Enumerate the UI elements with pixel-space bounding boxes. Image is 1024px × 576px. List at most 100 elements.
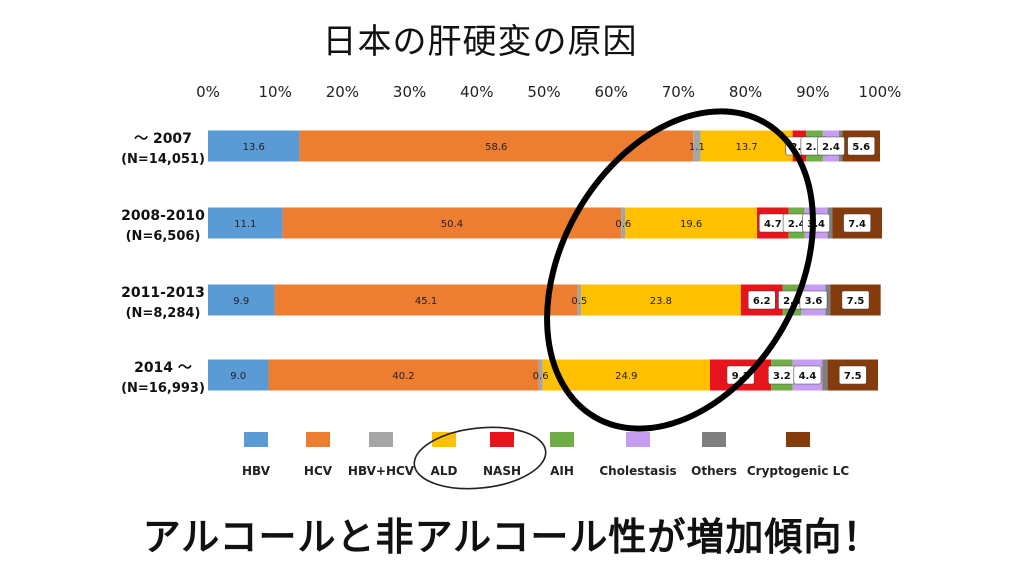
data-label: 0.5 <box>571 296 587 307</box>
category-n-label: (N=14,051) <box>121 152 205 167</box>
bar-segment-hbv-hcv <box>577 284 581 316</box>
data-label: 58.6 <box>485 142 507 153</box>
bar-segment-hbv <box>208 284 275 316</box>
bar-segment-hcv <box>299 130 694 162</box>
legend-label-hbv: HBV <box>242 464 271 478</box>
caption: アルコールと非アルコール性が増加傾向！ <box>142 515 882 559</box>
x-axis-ticks: 0% 10% 20% 30% 40% 50% 60% 70% 80% 90% 100% <box>196 83 901 101</box>
page-title: 日本の肝硬変の原因 <box>322 22 638 62</box>
bar-segment-ald <box>700 130 793 162</box>
data-label: 50.4 <box>441 219 463 230</box>
data-label: 2.4 <box>822 142 840 153</box>
data-label: 3.2 <box>773 371 791 382</box>
legend-swatch-aih <box>550 432 574 447</box>
data-label: 45.1 <box>415 296 437 307</box>
data-label: 19.6 <box>680 219 702 230</box>
data-label: 23.8 <box>650 296 672 307</box>
data-label: 40.2 <box>392 371 414 382</box>
data-label: 3.6 <box>805 296 823 307</box>
data-label: 2.8 <box>783 296 801 307</box>
category-period-label: 2011-2013 <box>121 285 205 301</box>
data-label: 9.9 <box>233 296 249 307</box>
legend-swatch-hcv <box>306 432 330 447</box>
x-tick-label: 20% <box>326 83 359 101</box>
data-label-box <box>799 290 828 310</box>
legend-label-ald: ALD <box>431 464 458 478</box>
bar-segment-hbv-hcv <box>693 130 701 162</box>
bar-segment-hbv-hcv <box>621 207 626 239</box>
legend: HBV HCV HBV+HCV ALD NASH AIH Cholestasis Others… <box>242 432 849 478</box>
data-label: 2.5 <box>806 142 824 153</box>
data-label: 7.4 <box>848 219 866 230</box>
data-label: 9.1 <box>732 371 750 382</box>
bar-segment-ald <box>542 359 710 391</box>
x-tick-label: 40% <box>460 83 493 101</box>
legend-label-hcv: HCV <box>304 464 333 478</box>
x-tick-label: 30% <box>393 83 426 101</box>
legend-label-cholestasis: Cholestasis <box>599 464 676 478</box>
data-label: 9.0 <box>230 371 246 382</box>
data-label: 0.6 <box>615 219 631 230</box>
data-label: 7.5 <box>847 296 865 307</box>
data-label-box <box>838 365 867 385</box>
annotations <box>413 108 816 490</box>
data-label-box <box>793 365 822 385</box>
data-label-box <box>841 290 870 310</box>
highlight-ellipse-large <box>544 108 816 432</box>
data-label: 11.1 <box>234 219 256 230</box>
x-tick-label: 90% <box>796 83 829 101</box>
bar-segment-hbv-hcv <box>538 359 543 391</box>
x-tick-label: 0% <box>196 83 220 101</box>
legend-swatch-ald <box>432 432 456 447</box>
data-label: 3.4 <box>807 219 825 230</box>
data-label: 4.4 <box>799 371 817 382</box>
data-label: 6.2 <box>753 296 771 307</box>
legend-label-nash: NASH <box>483 464 521 478</box>
bar-segment-hbv <box>208 359 269 391</box>
highlight-ellipse-legend <box>413 426 547 490</box>
category-period-label: ～ 2007 <box>134 131 192 147</box>
data-label-box <box>747 290 776 310</box>
x-tick-label: 50% <box>527 83 560 101</box>
legend-label-hbv-hcv: HBV+HCV <box>348 464 415 478</box>
x-tick-label: 60% <box>595 83 628 101</box>
bar-segment-others <box>825 284 831 316</box>
x-tick-label: 100% <box>859 83 902 101</box>
legend-swatch-hbv-hcv <box>369 432 393 447</box>
bar-segment-others <box>822 359 828 391</box>
bar-segment-hcv <box>274 284 578 316</box>
data-label: 0.6 <box>533 371 549 382</box>
category-n-label: (N=6,506) <box>126 229 201 244</box>
data-label: 13.6 <box>243 142 265 153</box>
legend-swatch-others <box>702 432 726 447</box>
legend-label-others: Others <box>691 464 737 478</box>
bar-segment-ald <box>580 284 741 316</box>
legend-swatch-nash <box>490 432 514 447</box>
legend-swatch-cholestasis <box>626 432 650 447</box>
data-label: 7.5 <box>844 371 862 382</box>
category-period-label: 2014 ～ <box>134 360 192 376</box>
data-label: 5.6 <box>852 142 870 153</box>
category-n-label: (N=16,993) <box>121 381 205 396</box>
bar-segment-ald <box>625 207 758 239</box>
legend-label-cryptogenic-lc: Cryptogenic LC <box>747 464 849 478</box>
data-label: 4.7 <box>764 219 782 230</box>
legend-swatch-hbv <box>244 432 268 447</box>
data-label: 24.9 <box>615 371 637 382</box>
x-tick-label: 70% <box>662 83 695 101</box>
data-label: 2.0 <box>791 142 809 153</box>
bar-segment-hbv <box>208 130 300 162</box>
data-label-box <box>802 213 831 233</box>
x-tick-label: 80% <box>729 83 762 101</box>
x-tick-label: 10% <box>259 83 292 101</box>
data-label: 2.4 <box>788 219 806 230</box>
legend-swatch-cryptogenic-lc <box>786 432 810 447</box>
data-label: 1.1 <box>689 142 705 153</box>
bar-segment-hbv <box>208 207 283 239</box>
data-label-box <box>847 136 876 156</box>
category-period-label: 2008-2010 <box>121 208 205 224</box>
data-label: 13.7 <box>735 142 757 153</box>
legend-label-aih: AIH <box>550 464 574 478</box>
category-labels: ～ 2007 (N=14,051) 2008-2010 (N=6,506) 2011-2… <box>121 131 205 396</box>
category-n-label: (N=8,284) <box>126 306 201 321</box>
